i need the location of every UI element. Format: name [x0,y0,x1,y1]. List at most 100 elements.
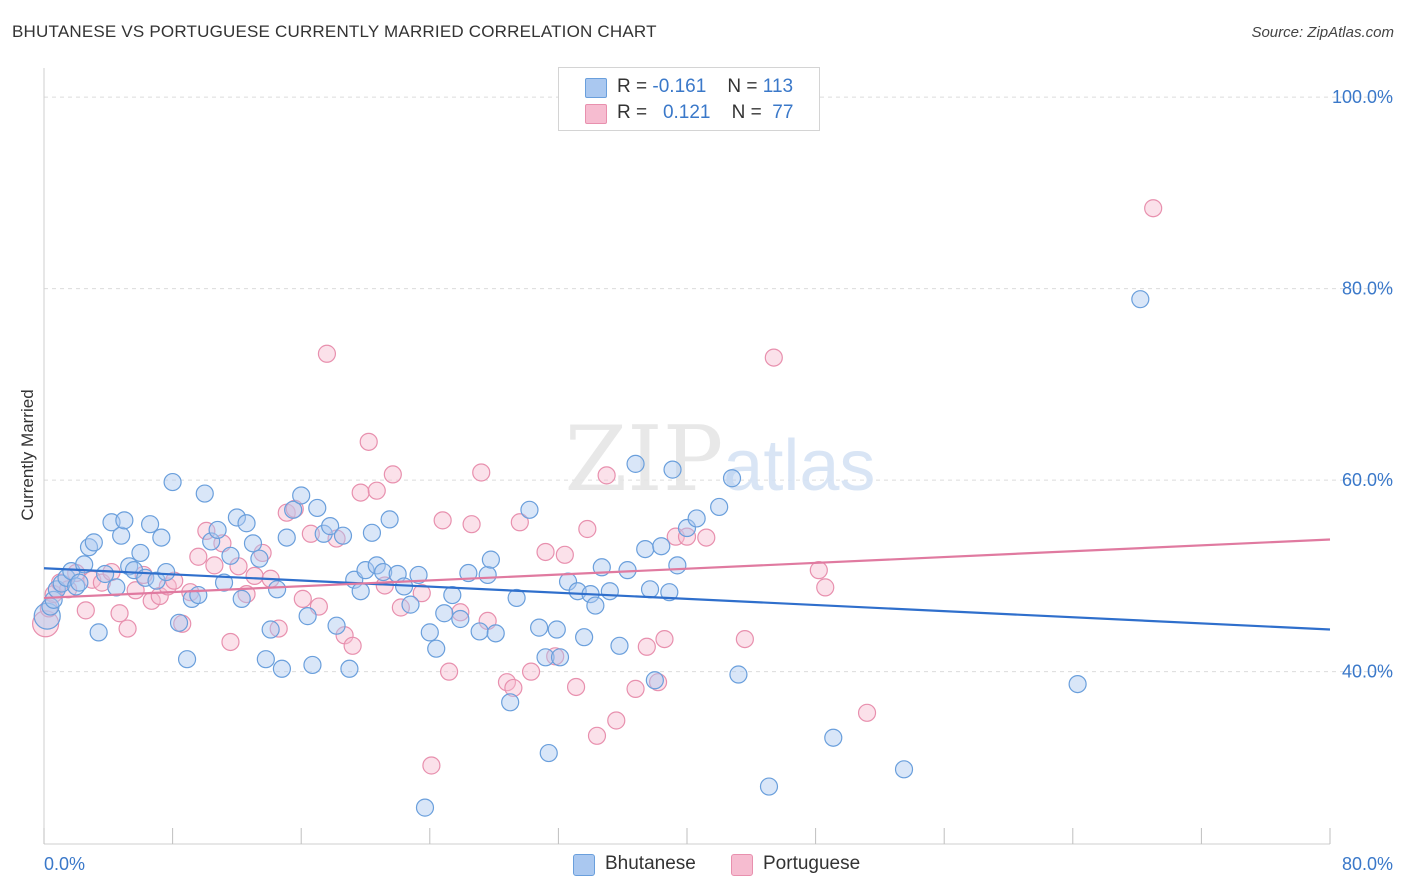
bhutanese-point [140,515,160,534]
portuguese-point [76,601,95,620]
x-tick-label: 0.0% [44,854,85,874]
bhutanese-point [115,511,134,530]
portuguese-point [367,481,386,500]
legend-r-value: 0.121 [662,102,711,123]
bhutanese-point [380,510,399,529]
bhutanese-point [547,620,566,639]
bhutanese-point [351,582,370,601]
bhutanese-point [640,580,660,599]
bhutanese-point [652,537,671,556]
bhutanese-point [459,563,478,583]
portuguese-point [587,726,607,745]
bhutanese-point [303,655,322,675]
legend-n-label: N = [731,102,762,123]
bhutanese-point [501,693,520,712]
portuguese-point [245,566,264,586]
y-tick-label: 60.0% [1342,470,1393,490]
bhutanese-point [84,533,103,552]
portuguese-point [597,466,616,485]
portuguese-point [521,662,541,681]
portuguese-point [439,662,459,681]
portuguese-point [118,619,137,638]
bhutanese-point [333,526,353,545]
bhutanese-point [70,573,89,592]
portuguese-point [764,348,783,367]
bhutanese-point [663,460,682,479]
bhutanese-point [232,589,251,608]
bhutanese-point [321,517,340,536]
bhutanese-point [401,595,420,614]
bhutanese-point [610,636,629,655]
portuguese-point [412,584,431,603]
bhutanese-point [729,665,748,684]
bhutanese-point [163,472,182,492]
portuguese-trend-line [43,538,1331,600]
portuguese-point [655,629,674,649]
bhutanese-trend-line [43,567,1331,631]
bhutanese-point [367,556,386,575]
bhutanese-point [1068,674,1087,694]
portuguese-point [504,678,523,698]
portuguese-point [637,637,656,656]
bhutanese-point [33,602,61,630]
y-tick-label: 100.0% [1332,87,1393,107]
bhutanese-point [626,454,645,473]
bhutanese-point [575,628,594,647]
bhutanese-point [520,500,539,519]
bhutanese-point [536,648,555,667]
portuguese-point [343,636,362,655]
portuguese-point [451,603,470,622]
portuguese-point [566,677,586,697]
bhutanese-point [443,585,462,605]
bhutanese-point [539,743,558,763]
portuguese-point [472,463,491,482]
bhutanese-point [415,798,435,817]
bhutanese-point [374,562,393,582]
legend-swatch-pink [585,104,607,124]
bhutanese-point [267,580,287,599]
legend-n-label: N = [727,76,758,97]
bhutanese-point [256,650,275,669]
bhutanese-point [284,500,303,519]
bhutanese-point [44,590,63,609]
portuguese-point [536,542,555,562]
bhutanese-point [486,624,505,643]
portuguese-point [433,511,452,530]
bhutanese-point [221,546,240,565]
bhutanese-point [722,469,742,488]
bhutanese-point [435,604,454,623]
bhutanese-point [481,550,500,569]
bhutanese-point [645,671,664,690]
bhutanese-point [677,518,697,538]
tick-labels: 40.0% 60.0% 80.0% 100.0% 0.0% 80.0% [44,87,1393,874]
bhutanese-swatch [573,854,595,876]
portuguese-point [578,519,597,539]
bhutanese-point [1131,290,1150,309]
portuguese-point [422,756,441,775]
bhutanese-point [636,539,655,559]
portuguese-point [359,432,378,451]
legend-n-value: 113 [762,76,794,97]
portuguese-point [293,589,312,608]
bhutanese-point [824,728,843,747]
bhutanese-point [710,497,729,517]
portuguese-point [735,629,754,649]
portuguese-point [110,604,129,623]
bhutanese-point [550,648,570,667]
bhutanese-point [687,509,706,528]
bhutanese-point [272,659,292,678]
portuguese-point [205,556,224,575]
bhutanese-point [89,623,108,642]
bhutanese-point [586,596,605,615]
portuguese-point [221,632,240,652]
portuguese-point [816,578,835,597]
bhutanese-point [202,532,221,551]
legend-swatch-blue [585,78,607,98]
bhutanese-point [327,616,346,635]
bhutanese-point [177,650,197,669]
bhutanese-point [759,777,779,796]
bhutanese-point [470,622,489,641]
bhutanese-point [157,562,176,582]
bhutanese-point [261,620,280,639]
